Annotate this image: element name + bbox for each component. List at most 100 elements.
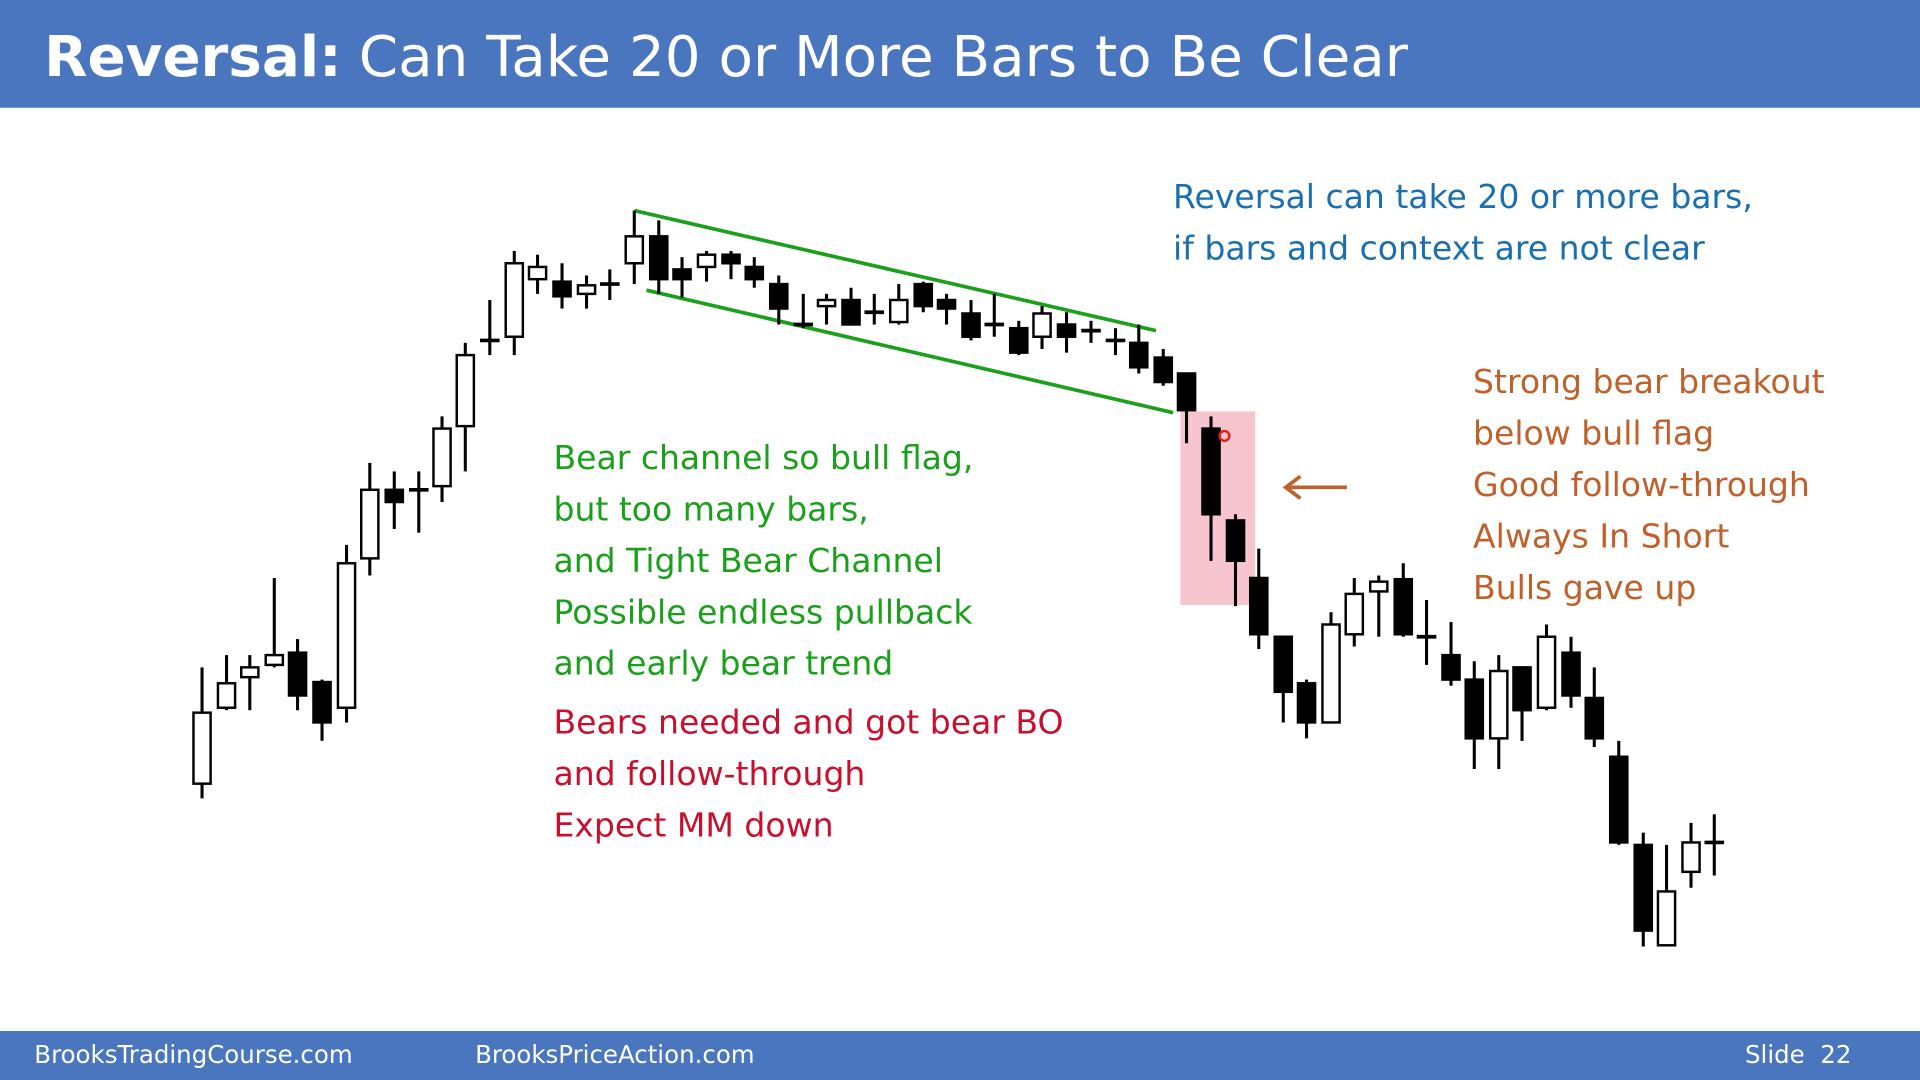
candle-body bbox=[264, 653, 285, 667]
candle-body bbox=[552, 280, 572, 298]
candle bbox=[1633, 832, 1654, 947]
candle bbox=[864, 293, 885, 325]
candle-body bbox=[384, 488, 405, 504]
channel-line bbox=[633, 208, 1157, 333]
candle-body bbox=[455, 353, 476, 428]
candle-body bbox=[672, 268, 692, 281]
candle bbox=[1704, 814, 1725, 876]
candle bbox=[936, 293, 957, 325]
candle bbox=[1561, 636, 1581, 708]
candle-body bbox=[1201, 427, 1221, 516]
candle bbox=[1368, 575, 1389, 637]
candle-body bbox=[816, 298, 837, 308]
header-title: Reversal: Can Take 20 or More Bars to Be … bbox=[44, 25, 1409, 90]
candle bbox=[360, 462, 380, 576]
candle-body bbox=[1056, 323, 1077, 338]
candle-body bbox=[1248, 576, 1269, 636]
candle bbox=[1176, 372, 1197, 444]
candle bbox=[888, 284, 909, 325]
footer-center: BrooksPriceAction.com bbox=[475, 1040, 755, 1069]
header-bar bbox=[0, 0, 1920, 108]
candle bbox=[696, 251, 717, 282]
candle bbox=[984, 293, 1005, 337]
annotation-line: Bears needed and got bear BO bbox=[553, 702, 1063, 741]
annotation-line: Possible endless pullback bbox=[553, 592, 973, 631]
annotation-line: below bull flag bbox=[1473, 413, 1714, 452]
candle-body bbox=[721, 253, 741, 265]
annotation-line: Strong bear breakout bbox=[1473, 362, 1825, 401]
candle bbox=[504, 251, 525, 356]
candle bbox=[1201, 416, 1221, 561]
annotation-line: but too many bars, bbox=[553, 489, 868, 528]
annotation-line: if bars and context are not clear bbox=[1173, 229, 1705, 268]
annotation-line: and early bear trend bbox=[553, 644, 893, 683]
candle-body bbox=[1488, 669, 1509, 740]
breakout-note: Strong bear breakout below bull flag Good … bbox=[1473, 362, 1825, 607]
candle-body bbox=[888, 298, 909, 324]
annotation-line: Bulls gave up bbox=[1473, 568, 1696, 607]
annotation-line: Good follow-through bbox=[1473, 465, 1810, 504]
candle-body bbox=[1344, 592, 1365, 636]
candle-body bbox=[527, 265, 548, 281]
candle-body bbox=[240, 666, 260, 679]
title-rest: Can Take 20 or More Bars to Be Clear bbox=[359, 25, 1409, 90]
candle bbox=[816, 293, 837, 325]
candle bbox=[1536, 624, 1557, 711]
candle-body bbox=[1441, 653, 1461, 681]
channel-note: Bear channel so bull flag, but too many b… bbox=[553, 438, 973, 683]
annotation-line: Always In Short bbox=[1473, 516, 1729, 555]
candle-body bbox=[287, 651, 308, 697]
candle-body bbox=[1584, 696, 1605, 740]
candle-body bbox=[1633, 843, 1654, 932]
candle-body bbox=[216, 682, 237, 709]
footer-bar bbox=[0, 1031, 1920, 1080]
candle bbox=[841, 287, 861, 326]
candle-body bbox=[696, 253, 717, 269]
candle bbox=[600, 269, 620, 300]
candle-body bbox=[1128, 341, 1149, 369]
candle bbox=[1321, 612, 1341, 724]
candle bbox=[1105, 328, 1126, 356]
candle bbox=[384, 471, 405, 529]
candle bbox=[1608, 740, 1629, 845]
candle bbox=[1681, 822, 1701, 888]
candle bbox=[552, 263, 572, 309]
candle-body bbox=[1225, 519, 1246, 563]
candle bbox=[432, 416, 452, 503]
candle-body bbox=[1536, 635, 1557, 709]
candle bbox=[672, 257, 692, 298]
candle bbox=[1512, 666, 1532, 741]
candle bbox=[1128, 324, 1149, 374]
candle bbox=[480, 300, 500, 356]
candle bbox=[1344, 577, 1365, 647]
candle bbox=[1296, 679, 1317, 739]
candle-body bbox=[648, 235, 669, 281]
candle bbox=[961, 300, 981, 341]
candle-body bbox=[1176, 372, 1197, 412]
candle bbox=[240, 655, 260, 711]
annotation-line: Bear channel so bull flag, bbox=[553, 438, 973, 477]
candle-body bbox=[1368, 580, 1389, 593]
candle-body bbox=[913, 282, 934, 308]
candle bbox=[455, 342, 476, 472]
arrow bbox=[1282, 474, 1347, 500]
candle-body bbox=[744, 265, 765, 281]
candle bbox=[287, 639, 308, 711]
title-bold: Reversal: bbox=[44, 25, 342, 90]
candle bbox=[527, 254, 548, 294]
pointer-dot bbox=[1218, 429, 1231, 443]
candle bbox=[216, 655, 237, 711]
candle bbox=[913, 281, 934, 313]
candle bbox=[1464, 661, 1485, 769]
annotation-line: Expect MM down bbox=[553, 805, 833, 844]
candle-body bbox=[936, 298, 957, 310]
candle-body bbox=[1608, 755, 1629, 844]
candles bbox=[192, 210, 1725, 947]
candle-body bbox=[1464, 678, 1485, 740]
candle bbox=[1273, 635, 1294, 723]
candle-body bbox=[1512, 666, 1532, 712]
candle-body bbox=[1296, 682, 1317, 724]
candle-body bbox=[1561, 651, 1581, 697]
candle-body bbox=[841, 298, 861, 326]
candle bbox=[1153, 348, 1174, 386]
